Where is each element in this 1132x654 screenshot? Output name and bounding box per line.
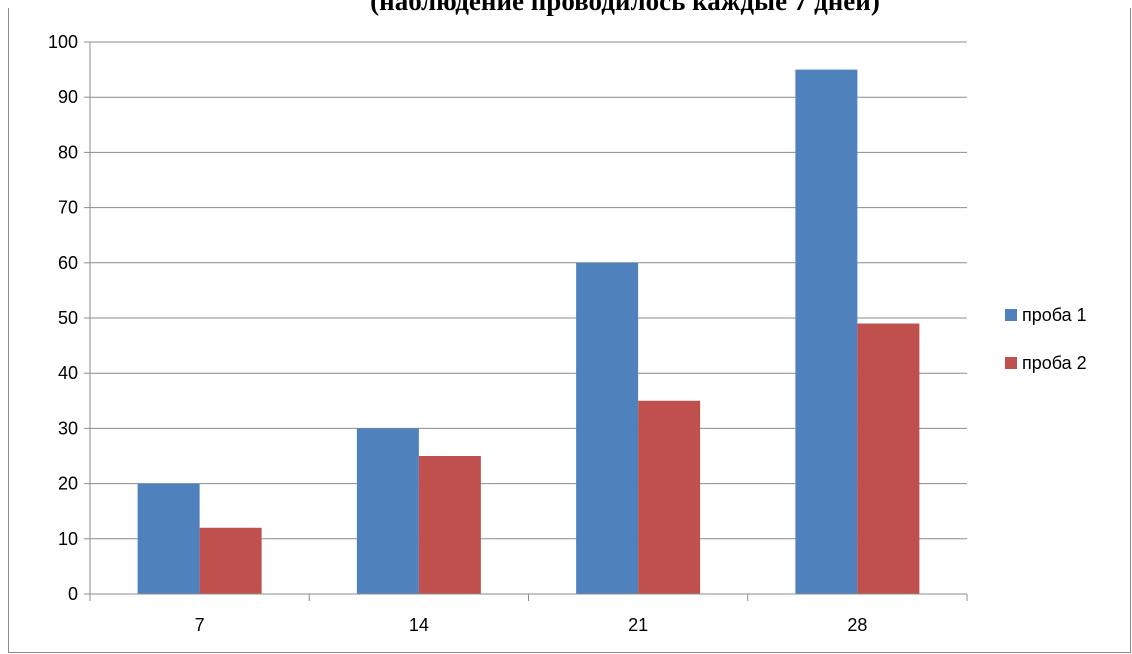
bar [137,483,200,594]
x-tick-label: 7 [195,615,205,635]
chart-title: (наблюдение проводилось каждые 7 дней) [370,0,880,16]
bar [576,262,639,594]
y-tick-label: 100 [48,32,78,52]
y-tick-label: 70 [58,198,78,218]
legend-label: проба 1 [1022,305,1087,325]
axes: 0 10 20 30 40 50 60 70 80 90 100 7 14 21 28 [48,32,968,635]
x-tick-label: 28 [847,615,867,635]
bars [137,69,920,595]
bar [795,69,858,595]
y-tick-label: 80 [58,142,78,162]
y-tick-label: 90 [58,87,78,107]
y-tick-label: 30 [58,418,78,438]
legend-swatch [1005,357,1017,369]
y-tick-label: 40 [58,363,78,383]
legend-swatch [1005,309,1017,321]
y-tick-label: 60 [58,253,78,273]
y-tick-label: 50 [58,308,78,328]
y-tick-label: 20 [58,474,78,494]
bar [356,428,419,594]
bar [857,323,920,594]
legend-label: проба 2 [1022,353,1087,373]
legend: проба 1 проба 2 [1005,305,1087,373]
y-tick-label: 0 [68,584,78,604]
x-tick-label: 14 [409,615,429,635]
y-tick-label: 10 [58,529,78,549]
bar [199,527,262,594]
x-tick-label: 21 [628,615,648,635]
bar [638,400,701,594]
bar [418,456,481,594]
